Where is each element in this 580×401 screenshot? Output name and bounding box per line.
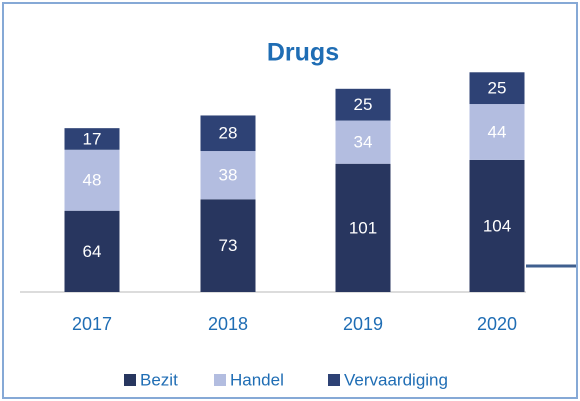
bar-segment: [64, 149, 120, 211]
legend-swatch: [124, 374, 136, 386]
bar-segment: [200, 199, 256, 292]
value-label: 104: [483, 216, 511, 235]
bar-segment: [200, 151, 256, 200]
x-tick-label: 2019: [343, 314, 383, 334]
x-tick-label: 2020: [477, 314, 517, 334]
x-tick-label: 2018: [208, 314, 248, 334]
legend-label: Handel: [230, 370, 284, 389]
value-label: 64: [83, 242, 102, 261]
value-label: 17: [83, 129, 102, 148]
chart-title: Drugs: [267, 39, 339, 67]
bar-segment: [64, 210, 120, 292]
value-label: 25: [488, 79, 507, 98]
value-label: 101: [349, 218, 377, 237]
legend-swatch: [214, 374, 226, 386]
legend-swatch: [328, 374, 340, 386]
legend-label: Vervaardiging: [344, 370, 448, 389]
value-label: 34: [354, 133, 373, 152]
bar-segment: [469, 159, 525, 292]
value-label: 48: [83, 171, 102, 190]
value-label: 38: [219, 166, 238, 185]
x-tick-label: 2017: [72, 314, 112, 334]
value-label: 73: [219, 236, 238, 255]
bar-segment: [335, 163, 391, 292]
bar-segment: [200, 115, 256, 152]
bar-segment: [64, 128, 120, 150]
bar-segment: [335, 120, 391, 164]
bar-segment: [469, 72, 525, 105]
legend-label: Bezit: [140, 370, 178, 389]
bar-segment: [335, 88, 391, 121]
value-label: 28: [219, 124, 238, 143]
bar-segment: [469, 104, 525, 160]
value-label: 25: [354, 95, 373, 114]
value-label: 44: [488, 122, 507, 141]
